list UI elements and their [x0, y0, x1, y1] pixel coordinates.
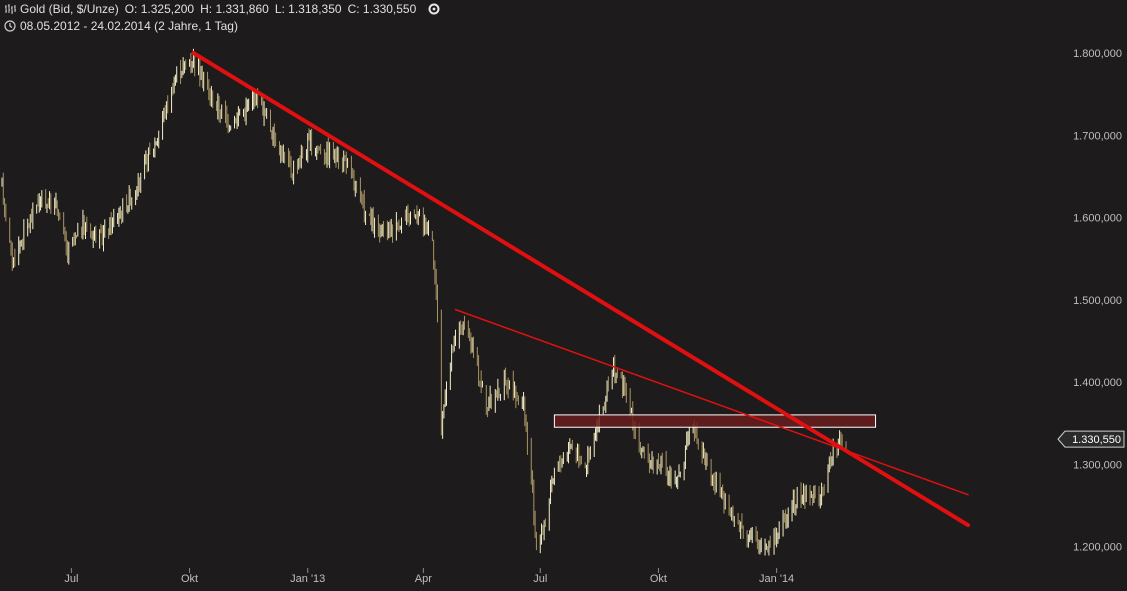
price-tag-label: 1.330,550 [1072, 434, 1121, 446]
open-value: O: 1.325,200 [124, 2, 195, 16]
x-tick-label: Jul [533, 573, 547, 585]
ohlc-header: Gold (Bid, $/Unze) O: 1.325,200 H: 1.331,8… [4, 2, 444, 16]
high-value: H: 1.331,860 [200, 2, 269, 16]
x-tick-label: Jan '13 [290, 573, 325, 585]
y-tick-label: 1.800,000 [1073, 48, 1122, 60]
price-tag-shape [1057, 430, 1125, 448]
x-tick-label: Okt [650, 573, 667, 585]
date-range-header: 08.05.2012 - 24.02.2014 (2 Jahre, 1 Tag) [4, 19, 244, 33]
x-tick-label: Okt [181, 573, 198, 585]
bar-chart-icon [5, 4, 16, 14]
x-axis: Jul Okt Jan '13 Apr Jul Okt Jan '14 [64, 568, 794, 585]
resistance-zone-group [553, 414, 877, 428]
date-range-label: 08.05.2012 - 24.02.2014 (2 Jahre, 1 Tag) [20, 19, 238, 33]
ohlc-bars [1, 48, 847, 556]
trendlines-group [191, 51, 971, 528]
y-tick-label: 1.300,000 [1073, 459, 1122, 471]
low-value: L: 1.318,350 [274, 2, 342, 16]
clock-icon [4, 20, 16, 32]
y-tick-label: 1.400,000 [1073, 377, 1122, 389]
x-tick-label: Jan '14 [759, 573, 794, 585]
x-tick-label: Jul [64, 573, 78, 585]
x-tick-label: Apr [415, 573, 432, 585]
last-price-tag: 1.330,550 [1057, 430, 1125, 448]
y-tick-label: 1.700,000 [1073, 130, 1122, 142]
y-tick-label: 1.200,000 [1073, 542, 1122, 554]
trendline-major[interactable] [191, 51, 971, 528]
y-tick-label: 1.500,000 [1073, 295, 1122, 307]
resistance-zone [553, 414, 877, 428]
y-tick-label: 1.600,000 [1073, 213, 1122, 225]
trendline-minor[interactable] [454, 308, 969, 496]
y-axis: 1.800,000 1.700,000 1.600,000 1.500,000 1.40… [1073, 48, 1122, 554]
settings-dot-icon[interactable] [428, 3, 440, 15]
close-value: C: 1.330,550 [347, 2, 417, 16]
symbol-label: Gold (Bid, $/Unze) [20, 2, 119, 16]
